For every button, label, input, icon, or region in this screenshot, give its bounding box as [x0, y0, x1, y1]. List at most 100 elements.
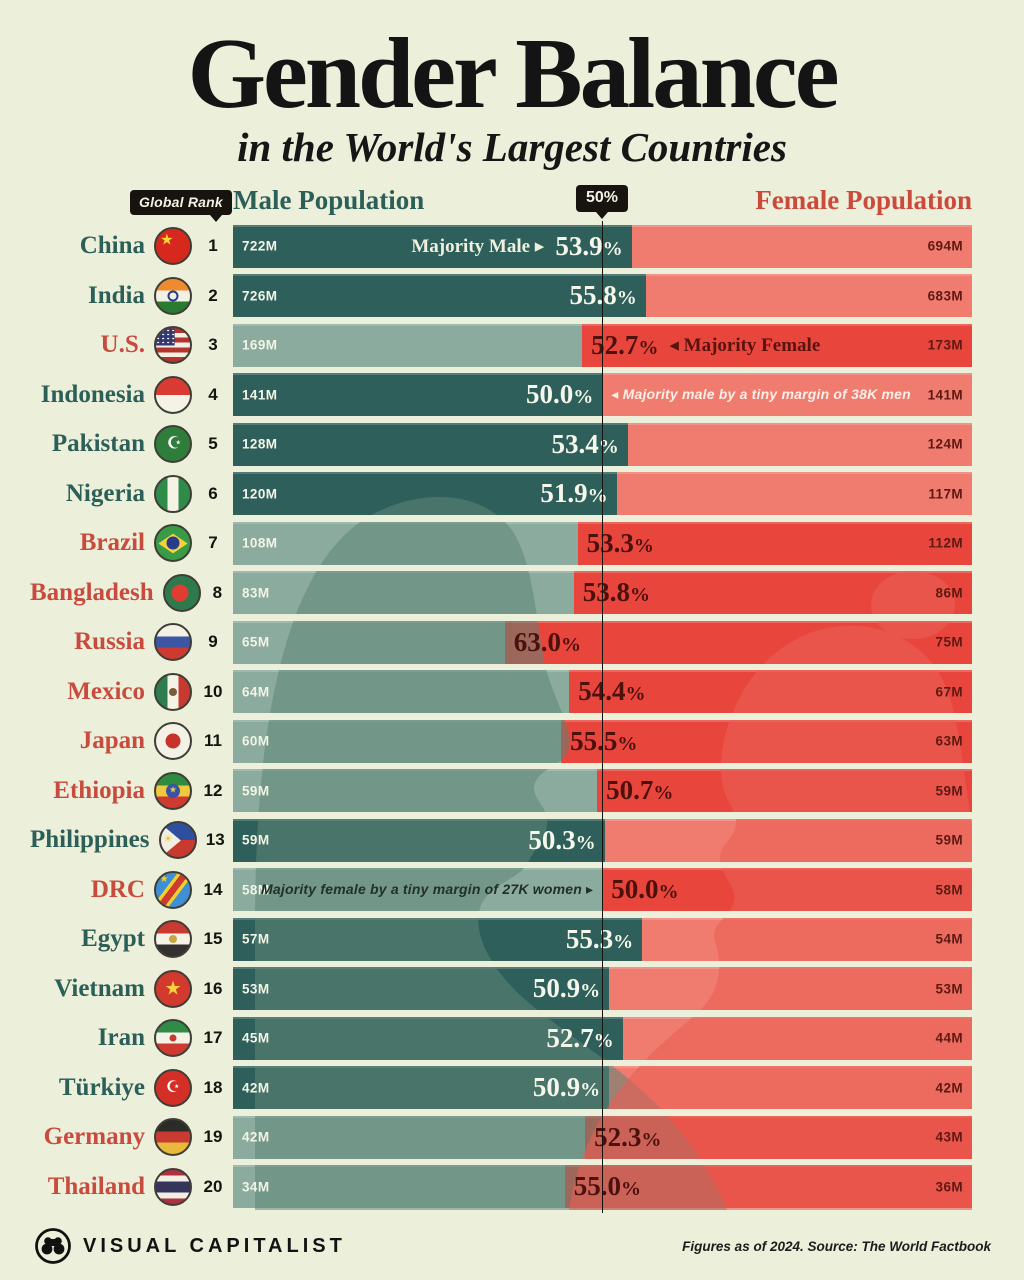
label-cell-indonesia: Indonesia 4	[30, 373, 233, 416]
flag-emblem-☪: ☪	[165, 1077, 181, 1097]
global-rank-value: 18	[203, 1077, 223, 1097]
country-row-iran: Iran 17 45M 44M 52.7%	[30, 1016, 972, 1060]
flag-emblem-circle	[166, 536, 180, 550]
majority-share-value: 50.3%	[528, 824, 596, 855]
majority-share-anchor: 52.3%	[585, 1116, 661, 1159]
label-cell-trkiye: Türkiye ☪ 18	[30, 1066, 233, 1109]
brand-name: VISUAL CAPITALIST	[83, 1234, 346, 1257]
female-segment	[627, 422, 972, 466]
country-name: India	[88, 281, 145, 309]
female-value-label: 86M	[935, 585, 963, 601]
male-segment	[233, 769, 598, 813]
majority-share-anchor: 53.3%	[578, 522, 654, 565]
country-name: Türkiye	[58, 1073, 145, 1101]
flag-emblem-☪: ☪	[166, 433, 182, 454]
majority-share-value: 50.7%	[606, 775, 674, 806]
male-value-label: 57M	[242, 931, 270, 947]
global-rank-value: 15	[203, 929, 223, 949]
male-segment	[233, 1115, 586, 1159]
flag-emblem-circle	[169, 1034, 177, 1042]
female-value-label: 44M	[935, 1030, 963, 1046]
female-value-label: 683M	[927, 288, 963, 304]
country-row-pakistan: Pakistan ☪ 5 128M 124M 53.4%	[30, 422, 972, 466]
female-value-label: 141M	[927, 387, 963, 403]
row-gap	[30, 960, 972, 968]
country-row-thailand: Thailand 20 34M 36M 55.0%	[30, 1165, 972, 1209]
majority-share-value: 55.8%	[569, 280, 637, 311]
female-segment	[609, 1066, 972, 1110]
iran-flag-icon	[154, 1019, 192, 1058]
label-cell-bangladesh: Bangladesh 8	[30, 571, 233, 614]
male-value-label: 59M	[242, 783, 270, 799]
male-value-label: 45M	[242, 1030, 270, 1046]
majority-share-value: 55.3%	[565, 923, 634, 954]
majority-share-value: 55.0%	[573, 1171, 642, 1202]
global-rank-value: 1	[208, 236, 218, 256]
flag-emblem-circle	[169, 687, 177, 696]
indonesia-flag-icon	[154, 375, 192, 414]
male-segment	[233, 719, 562, 763]
global-rank-value: 9	[208, 632, 218, 652]
country-row-nigeria: Nigeria 6 120M 117M 51.9%	[30, 472, 972, 516]
majority-share-anchor: 50.7%	[597, 769, 673, 812]
male-value-label: 42M	[242, 1080, 270, 1096]
majority-share-value: 50.0%	[611, 874, 679, 905]
female-segment	[609, 967, 972, 1011]
majority-share-anchor: 50.9%	[533, 967, 609, 1010]
gender-bar-indonesia: 141M 141M 50.0% ◂ Majority male by a tiny m…	[233, 373, 972, 417]
russia-flag-icon	[154, 623, 192, 662]
male-value-label: 65M	[242, 634, 270, 650]
global-rank-value: 12	[203, 780, 223, 800]
female-segment	[631, 224, 972, 268]
label-cell-egypt: Egypt 15	[30, 918, 233, 961]
label-cell-mexico: Mexico 10	[30, 670, 233, 713]
row-gap	[30, 564, 972, 572]
country-row-philippines: Philippines ☀ 13 59M 59M 50.3%	[30, 818, 972, 862]
germany-flag-icon	[154, 1118, 192, 1157]
majority-share-value: 54.4%	[578, 676, 646, 707]
male-population-label: Male Population	[233, 184, 425, 215]
male-value-label: 120M	[242, 486, 278, 502]
female-segment	[645, 274, 972, 318]
majority-annotation: Majority Male ▸	[411, 235, 545, 257]
male-segment	[233, 422, 628, 466]
country-name: Brazil	[79, 529, 145, 557]
majority-share-anchor: 63.0%	[505, 621, 581, 664]
female-value-label: 53M	[935, 981, 963, 997]
country-row-trkiye: Türkiye ☪ 18 42M 42M 50.9%	[30, 1066, 972, 1110]
label-cell-japan: Japan 11	[30, 720, 233, 763]
majority-share-anchor: 55.8%	[570, 274, 646, 317]
female-value-label: 59M	[935, 832, 963, 848]
label-cell-china: China ★ 1	[30, 225, 233, 268]
female-value-label: 58M	[935, 882, 963, 898]
majority-share-anchor: Majority Male ▸ 53.9%	[411, 225, 631, 268]
country-name: Germany	[43, 1123, 145, 1151]
country-name: Japan	[79, 727, 145, 755]
country-name: DRC	[90, 875, 145, 903]
row-gap	[30, 713, 972, 720]
country-row-us: U.S. 3 169M 173M 52.7% ◂ Majority Female	[30, 323, 972, 367]
female-value-label: 117M	[928, 486, 963, 502]
label-cell-thailand: Thailand 20	[30, 1165, 233, 1208]
female-value-label: 43M	[935, 1129, 963, 1145]
male-segment	[233, 620, 505, 664]
female-value-label: 42M	[935, 1080, 963, 1096]
majority-share-value: 52.7%	[591, 329, 659, 360]
male-value-label: 64M	[242, 684, 270, 700]
china-flag-icon: ★	[154, 227, 192, 266]
male-value-label: 59M	[242, 832, 270, 848]
japan-flag-icon	[154, 722, 192, 761]
male-segment	[233, 323, 583, 367]
global-rank-value: 6	[208, 483, 218, 503]
majority-share-value: 55.5%	[570, 725, 638, 756]
country-name: Egypt	[81, 925, 145, 953]
country-row-mexico: Mexico 10 64M 67M 54.4%	[30, 670, 972, 714]
majority-share-value: 52.7%	[546, 1022, 614, 1053]
flag-emblem-diagonal-stripe	[156, 872, 190, 907]
male-value-label: 34M	[242, 1179, 270, 1195]
flag-emblem-circle	[166, 783, 180, 798]
fifty-percent-line	[601, 220, 604, 1213]
global-rank-value: 4	[208, 384, 218, 404]
flag-emblem-circle	[165, 733, 181, 749]
